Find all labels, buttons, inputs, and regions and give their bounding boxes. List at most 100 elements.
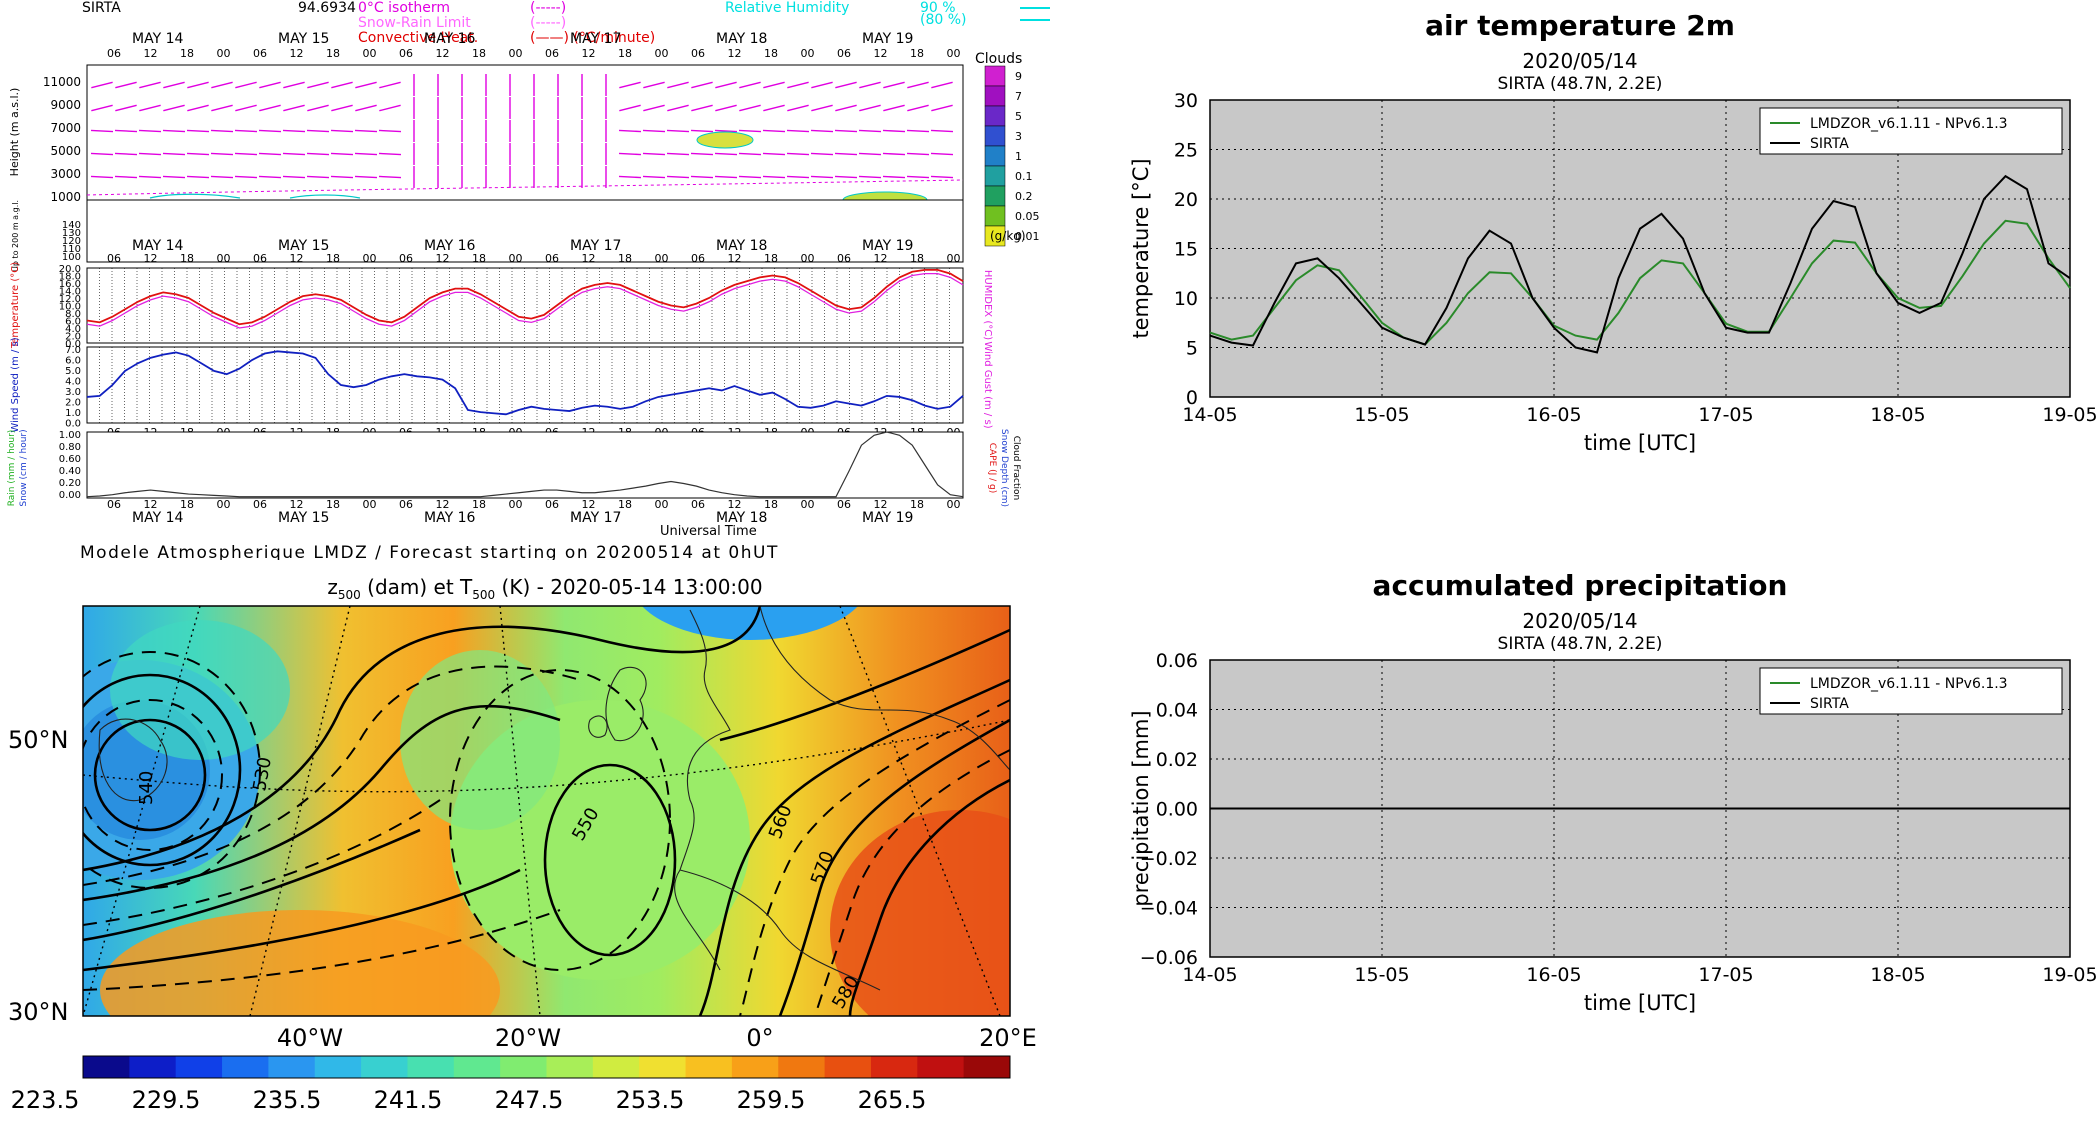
temp-tick: 10.0 <box>59 302 81 313</box>
cloud-blob <box>696 131 754 149</box>
wind-arrow <box>642 152 666 156</box>
y-tick-label: 0.06 <box>1156 650 1198 672</box>
hour-label: 00 <box>363 498 377 511</box>
temperature-axis-label: Temperature (°C) <box>10 262 21 349</box>
day-label: MAY 18 <box>716 510 767 526</box>
clouds-swatch <box>984 145 1006 167</box>
height-tick: 9000 <box>50 98 81 112</box>
snow-axis-label: Snow (cm / hour) <box>19 429 29 506</box>
temperature-chart-canvas: air temperature 2m 2020/05/14 SIRTA (48.… <box>1129 9 2098 455</box>
legend-box <box>1759 667 2063 715</box>
hour-label: 06 <box>691 252 705 265</box>
day-label: MAY 14 <box>132 510 183 526</box>
hour-label: 18 <box>180 498 194 511</box>
wind-arrow <box>666 175 690 179</box>
hour-label: 00 <box>363 252 377 265</box>
wind-arrow <box>618 152 642 156</box>
colorbar-tick: 253.5 <box>616 1086 685 1114</box>
hour-label: 00 <box>655 498 669 511</box>
wind-arrow <box>162 152 186 156</box>
y-tick-label: 25 <box>1174 140 1198 162</box>
wind-arrow <box>739 81 761 89</box>
rain-tick: 1.00 <box>59 430 81 441</box>
map-panel: z500 (dam) et T500 (K) - 2020-05-14 13:0… <box>0 570 1060 1120</box>
precipitation-chart-canvas: accumulated precipitation 2020/05/14 SIR… <box>1129 569 2098 1015</box>
rain-tick: 0.80 <box>59 442 81 453</box>
hour-label: 18 <box>472 252 486 265</box>
wind-arrow <box>858 129 882 133</box>
colorbar-swatch <box>592 1056 640 1078</box>
meteogram-canvas: SIRTA 94.6934 0°C isotherm (-----) Snow-Ra… <box>7 0 1050 563</box>
y-tick-label: 10 <box>1174 288 1198 310</box>
rain-tick: 0.20 <box>59 478 81 489</box>
wind-arrow <box>354 175 378 179</box>
meteogram-legend-right: Relative Humidity 90 %(80 %) <box>725 0 1050 28</box>
wind-arrow <box>762 129 786 133</box>
map-lon-label: 20°E <box>979 1024 1037 1052</box>
hour-label: 06 <box>691 498 705 511</box>
temperature-chart: air temperature 2m 2020/05/14 SIRTA (48.… <box>1060 0 2100 570</box>
hour-label: 06 <box>399 47 413 60</box>
isotherm-line <box>86 179 964 196</box>
height-tick: 7000 <box>50 121 81 135</box>
hour-label: 12 <box>874 47 888 60</box>
hour-label: 18 <box>472 47 486 60</box>
wind-arrow <box>666 129 690 133</box>
wind-arrow <box>834 175 858 179</box>
low-tick: 100 <box>62 252 81 263</box>
hour-label: 00 <box>947 252 961 265</box>
map-frame <box>82 605 1011 1017</box>
temp-tick: 18.0 <box>59 272 81 283</box>
hour-label: 06 <box>253 252 267 265</box>
chart-title: accumulated precipitation <box>1373 569 1788 602</box>
legend-left-label: Snow-Rain Limit <box>358 15 471 31</box>
wind-arrow <box>643 104 665 112</box>
wind-arrow <box>883 104 905 112</box>
y-tick-label: 20 <box>1174 189 1198 211</box>
wind-arrow <box>354 152 378 156</box>
hour-label: 00 <box>801 252 815 265</box>
day-label: MAY 18 <box>716 31 767 47</box>
wind-arrow <box>378 129 402 133</box>
wind-arrow <box>835 104 857 112</box>
colorbar-swatch <box>314 1056 362 1078</box>
gust-axis-label: Wind Gust (m / s) <box>982 341 993 428</box>
map-contour-label: 540 <box>136 771 157 805</box>
y-tick-label: 15 <box>1174 239 1198 261</box>
wind-arrow <box>858 175 882 179</box>
low-tick: 120 <box>62 236 81 247</box>
hour-label: 00 <box>509 47 523 60</box>
height-tick: 11000 <box>43 75 81 89</box>
clouds-swatch <box>984 225 1006 247</box>
wind-arrow <box>259 81 281 89</box>
colorbar-swatch <box>268 1056 316 1078</box>
low-panel <box>86 199 964 263</box>
hour-label: 12 <box>582 498 596 511</box>
wind-arrow <box>642 129 666 133</box>
wind-arrow <box>738 152 762 156</box>
wind-arrow <box>187 104 209 112</box>
height-tick: 5000 <box>50 144 81 158</box>
hour-label: 00 <box>655 252 669 265</box>
meteogram-footer: Modele Atmospherique LMDZ / Forecast sta… <box>80 543 779 560</box>
wind-arrow <box>931 104 953 112</box>
hour-label: 12 <box>436 252 450 265</box>
legend-left-style: (-----) <box>530 15 566 31</box>
meteogram: SIRTA 94.6934 0°C isotherm (-----) Snow-Ra… <box>0 0 1060 563</box>
wind-arrow <box>258 152 282 156</box>
map-lon-label: 40°W <box>277 1024 343 1052</box>
wind-arrow <box>714 152 738 156</box>
wind-arrow <box>163 81 185 89</box>
wind-arrow <box>378 175 402 179</box>
wind-arrow <box>355 81 377 89</box>
wind-arrow <box>882 129 906 133</box>
day-label: MAY 14 <box>132 238 183 254</box>
wind-arrow <box>763 81 785 89</box>
hour-label: 06 <box>545 47 559 60</box>
map-lat-label: 30°N <box>8 998 69 1026</box>
day-label: MAY 19 <box>862 238 913 254</box>
wind-arrow <box>115 104 137 112</box>
temp-tick: 14.0 <box>59 287 81 298</box>
hour-label: 12 <box>436 498 450 511</box>
